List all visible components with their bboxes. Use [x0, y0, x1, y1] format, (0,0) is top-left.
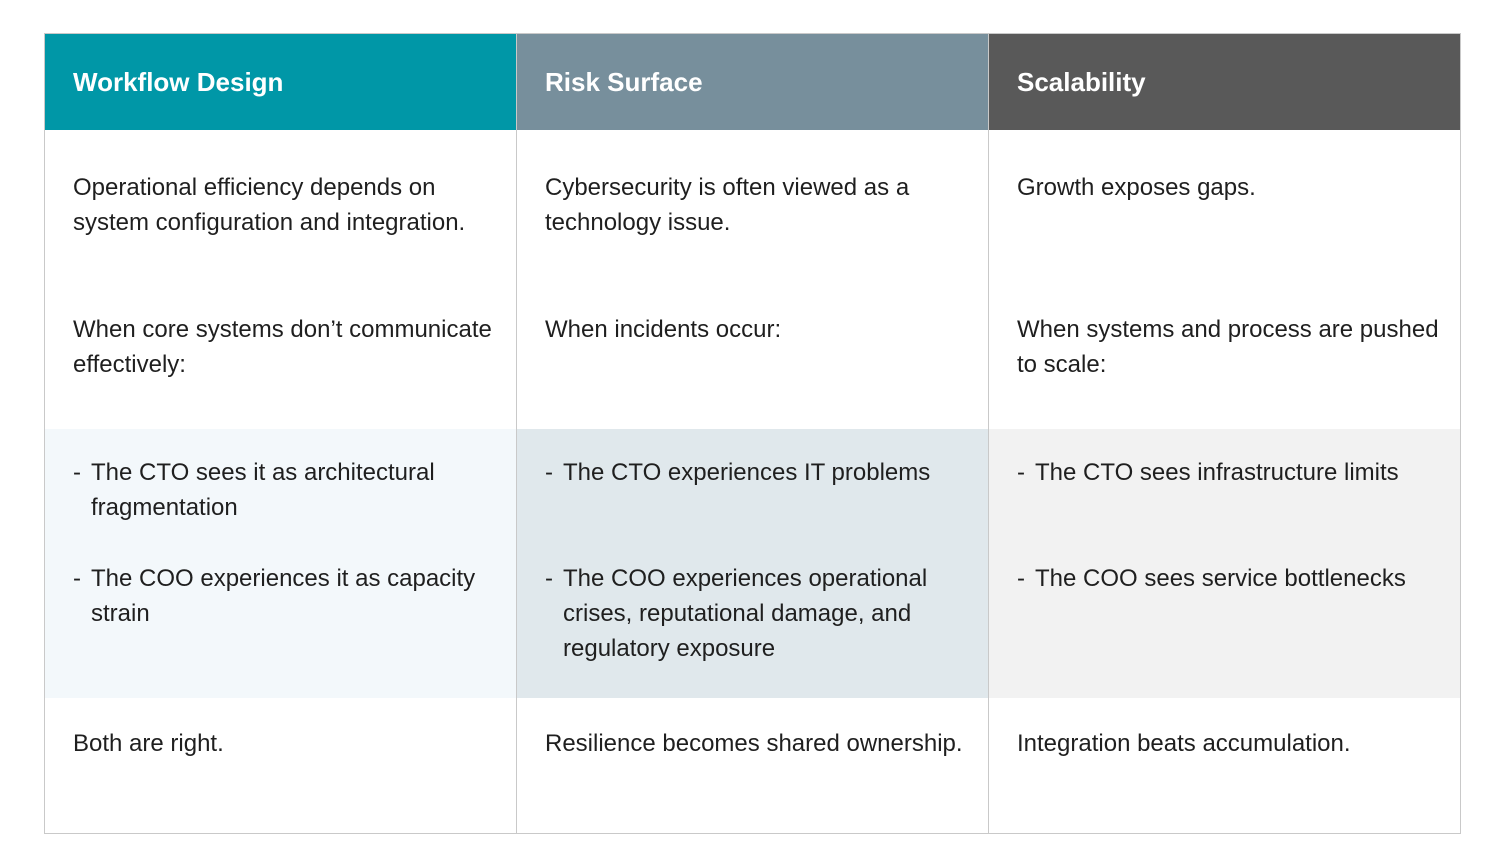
bullet-coo: - The COO experiences operational crises…	[545, 561, 970, 666]
trigger-text: When systems and process are pushed to s…	[1017, 316, 1439, 378]
split-cell-scalability: - The CTO sees infrastructure limits - T…	[989, 429, 1460, 698]
bullet-coo: - The COO experiences it as capacity str…	[73, 561, 498, 631]
bullet-text: The CTO sees infrastructure limits	[1035, 459, 1399, 486]
conclusion-scalability: Integration beats accumulation.	[1017, 730, 1351, 757]
bullet-dash: -	[545, 459, 553, 486]
bullet-dash: -	[73, 459, 81, 486]
bullet-text: The COO experiences it as capacity strai…	[91, 565, 476, 627]
bullet-dash: -	[73, 565, 81, 592]
bullet-cto: - The CTO sees it as architectural fragm…	[73, 455, 498, 525]
conclusion-risk-surface: Resilience becomes shared ownership.	[517, 698, 989, 833]
bullet-dash: -	[1017, 565, 1025, 592]
bullet-dash: -	[545, 565, 553, 592]
intro-cell-risk-surface: Cybersecurity is often viewed as a techn…	[517, 130, 989, 429]
bullet-text: The CTO sees it as architectural fragmen…	[91, 459, 435, 521]
bullet-text: The CTO experiences IT problems	[563, 459, 931, 486]
conclusion-workflow-design: Both are right.	[45, 698, 517, 833]
header-risk-surface: Risk Surface	[517, 34, 989, 130]
bullet-text: The COO experiences operational crises, …	[563, 565, 928, 662]
split-cell-workflow-design: - The CTO sees it as architectural fragm…	[45, 429, 517, 698]
trigger-text: When incidents occur:	[545, 316, 782, 343]
comparison-table: Workflow Design Risk Surface Scalability…	[44, 33, 1461, 834]
header-scalability: Scalability	[989, 34, 1460, 130]
intro-text: Operational efficiency depends on system…	[73, 174, 466, 236]
intro-cell-scalability: Growth exposes gaps. When systems and pr…	[989, 130, 1460, 429]
bullet-dash: -	[1017, 459, 1025, 486]
bullet-text: The COO sees service bottlenecks	[1035, 565, 1406, 592]
bullet-cto: - The CTO sees infrastructure limits	[1017, 455, 1442, 525]
split-cell-risk-surface: - The CTO experiences IT problems - The …	[517, 429, 989, 698]
intro-text: Growth exposes gaps.	[1017, 174, 1256, 201]
trigger-text: When core systems don’t communicate effe…	[73, 316, 492, 378]
intro-text: Cybersecurity is often viewed as a techn…	[545, 174, 910, 236]
bullet-cto: - The CTO experiences IT problems	[545, 455, 970, 525]
header-workflow-design: Workflow Design	[45, 34, 517, 130]
intro-cell-workflow-design: Operational efficiency depends on system…	[45, 130, 517, 429]
bullet-coo: - The COO sees service bottlenecks	[1017, 561, 1442, 596]
